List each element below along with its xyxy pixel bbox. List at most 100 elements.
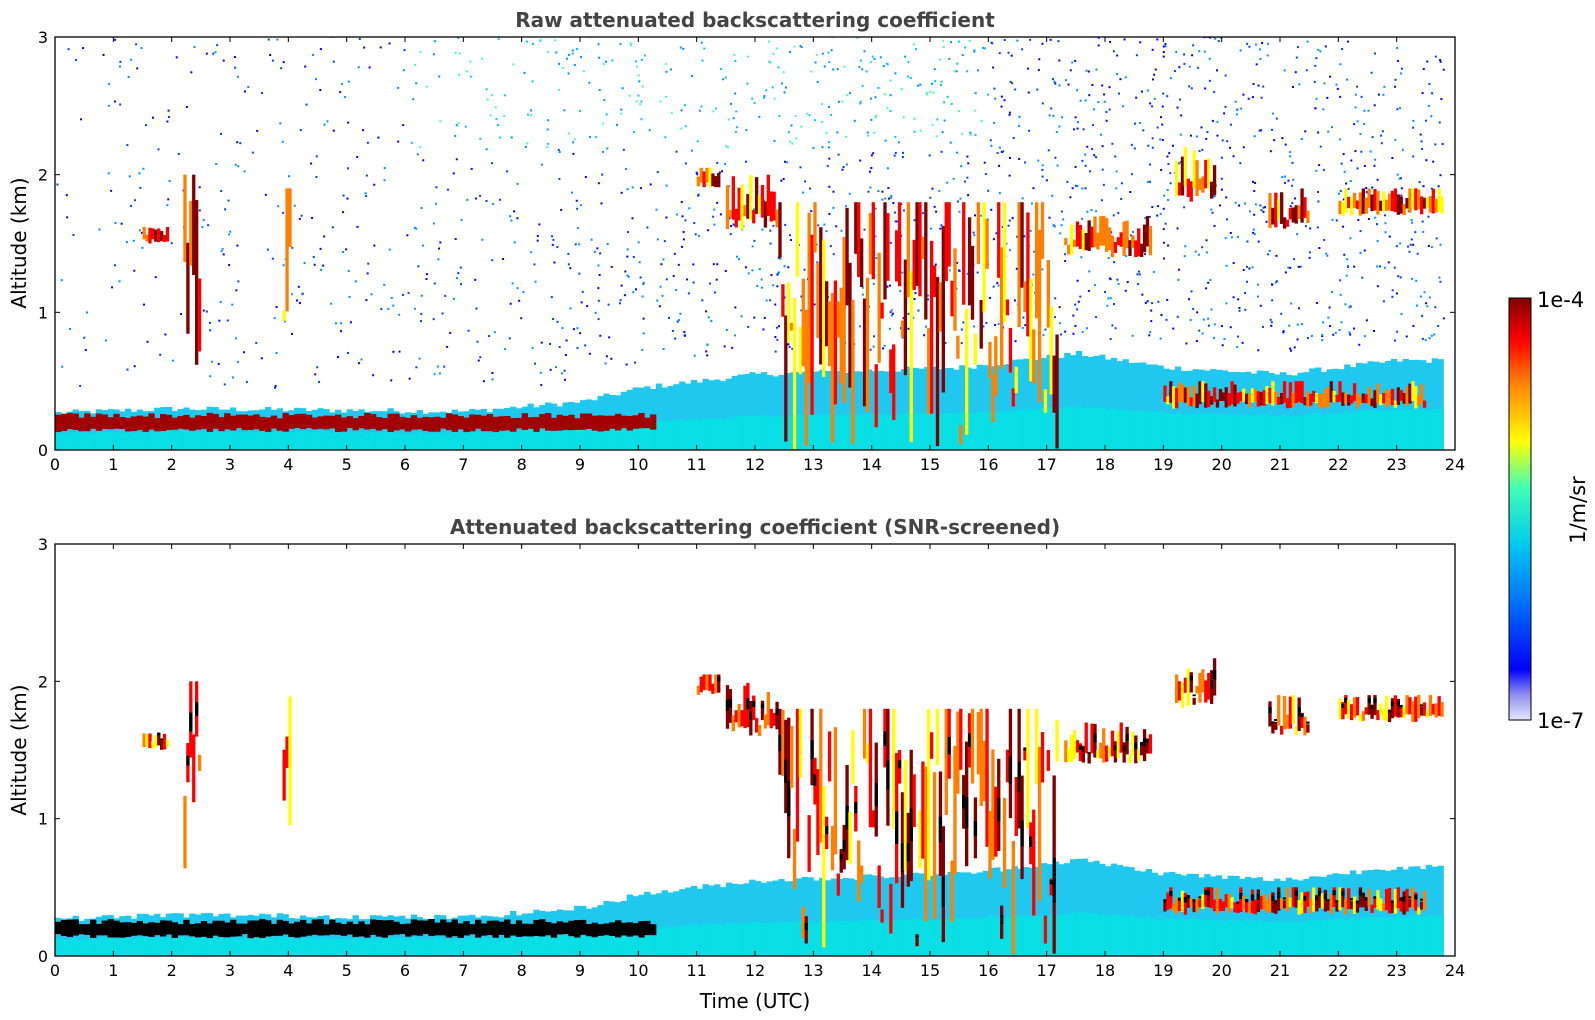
aerosol-column-lower (1396, 915, 1403, 956)
aerosol-column-lower (1332, 918, 1339, 956)
noise-speckle (984, 47, 987, 50)
noise-speckle (1282, 330, 1285, 333)
aerosol-column-lower (585, 934, 593, 956)
noise-speckle (638, 261, 641, 264)
cloud-streak (1285, 219, 1290, 227)
noise-speckle (510, 136, 513, 139)
noise-speckle (314, 78, 317, 81)
noise-speckle (114, 264, 117, 267)
noise-speckle (873, 335, 876, 338)
x-tick-label: 14 (861, 961, 881, 980)
cloud-streak (918, 202, 922, 297)
noise-speckle (1349, 333, 1352, 336)
noise-speckle (1032, 273, 1035, 276)
noise-speckle (1252, 228, 1255, 231)
noise-speckle (1313, 81, 1316, 84)
noise-speckle (531, 346, 534, 349)
aerosol-column-lower (1011, 409, 1018, 450)
noise-speckle (215, 163, 218, 166)
noise-speckle (1383, 214, 1386, 217)
noise-speckle (425, 278, 428, 281)
noise-speckle (747, 272, 750, 275)
noise-speckle (845, 163, 848, 166)
boundary-layer-band (410, 919, 418, 936)
aerosol-column-lower (550, 935, 558, 956)
cloud-saturated (1373, 896, 1377, 899)
noise-speckle (1369, 150, 1372, 153)
cloud-saturated (728, 699, 733, 708)
noise-speckle (1427, 215, 1430, 218)
cloud-streak (763, 714, 768, 729)
noise-speckle (420, 294, 423, 297)
cloud-streak (1078, 743, 1083, 762)
aerosol-column-lower (1437, 409, 1444, 450)
noise-speckle (886, 107, 889, 110)
noise-speckle (136, 67, 139, 70)
cloud-streak (154, 229, 158, 242)
noise-speckle (291, 332, 294, 335)
noise-speckle (1326, 254, 1329, 257)
aerosol-column (1023, 867, 1030, 956)
noise-speckle (575, 199, 578, 202)
aerosol-column-lower (1385, 917, 1392, 956)
aerosol-column-lower (1087, 408, 1094, 450)
noise-speckle (1014, 88, 1017, 91)
noise-speckle (936, 118, 939, 121)
noise-speckle (438, 75, 441, 78)
aerosol-column-lower (1017, 916, 1024, 956)
noise-speckle (1133, 122, 1136, 125)
noise-speckle (198, 186, 201, 189)
noise-speckle (1323, 82, 1326, 85)
noise-speckle (861, 293, 864, 296)
noise-speckle (1440, 98, 1443, 101)
aerosol-column-lower (510, 430, 517, 450)
cloud-streak (1014, 777, 1018, 836)
noise-speckle (770, 274, 773, 277)
cloud-streak (1169, 381, 1173, 403)
aerosol-column-lower (1040, 408, 1048, 450)
noise-speckle (1205, 34, 1207, 36)
boundary-layer-band (160, 414, 167, 432)
cloud-streak (1110, 730, 1115, 757)
noise-speckle (1113, 303, 1116, 306)
aerosol-column (1186, 370, 1193, 450)
noise-speckle (554, 39, 557, 42)
noise-speckle (1185, 24, 1187, 26)
aerosol-column (673, 384, 680, 450)
aerosol-column-lower (323, 937, 330, 956)
cloud-saturated (1399, 897, 1403, 902)
noise-speckle (1434, 306, 1437, 309)
x-tick-label: 13 (803, 455, 823, 474)
aerosol-column (766, 374, 773, 450)
noise-speckle (1054, 297, 1057, 300)
noise-speckle (314, 373, 317, 376)
noise-speckle (684, 125, 687, 128)
noise-speckle (1179, 133, 1182, 136)
cloud-streak (1204, 383, 1208, 408)
noise-speckle (303, 262, 306, 265)
noise-speckle (953, 70, 956, 73)
noise-speckle (714, 291, 717, 294)
noise-speckle (828, 105, 831, 108)
noise-speckle (347, 121, 350, 124)
noise-speckle (1139, 33, 1141, 35)
noise-speckle (814, 61, 817, 64)
cloud-streak (1175, 897, 1179, 914)
noise-speckle (502, 34, 504, 36)
noise-speckle (1156, 214, 1159, 217)
x-tick-label: 14 (861, 455, 881, 474)
noise-speckle (1148, 163, 1151, 166)
noise-speckle (1243, 34, 1245, 36)
noise-speckle (802, 191, 805, 194)
cloud-streak (1373, 390, 1377, 408)
cloud-streak (1385, 695, 1389, 722)
cloud-streak (956, 711, 960, 794)
boundary-layer-band (609, 922, 616, 936)
aerosol-column-lower (352, 432, 359, 450)
noise-speckle (1289, 205, 1292, 208)
cloud-saturated (906, 842, 910, 862)
aerosol-column (323, 915, 330, 956)
cloud-streak (1297, 205, 1301, 220)
noise-speckle (226, 319, 229, 322)
noise-speckle (1381, 130, 1384, 133)
